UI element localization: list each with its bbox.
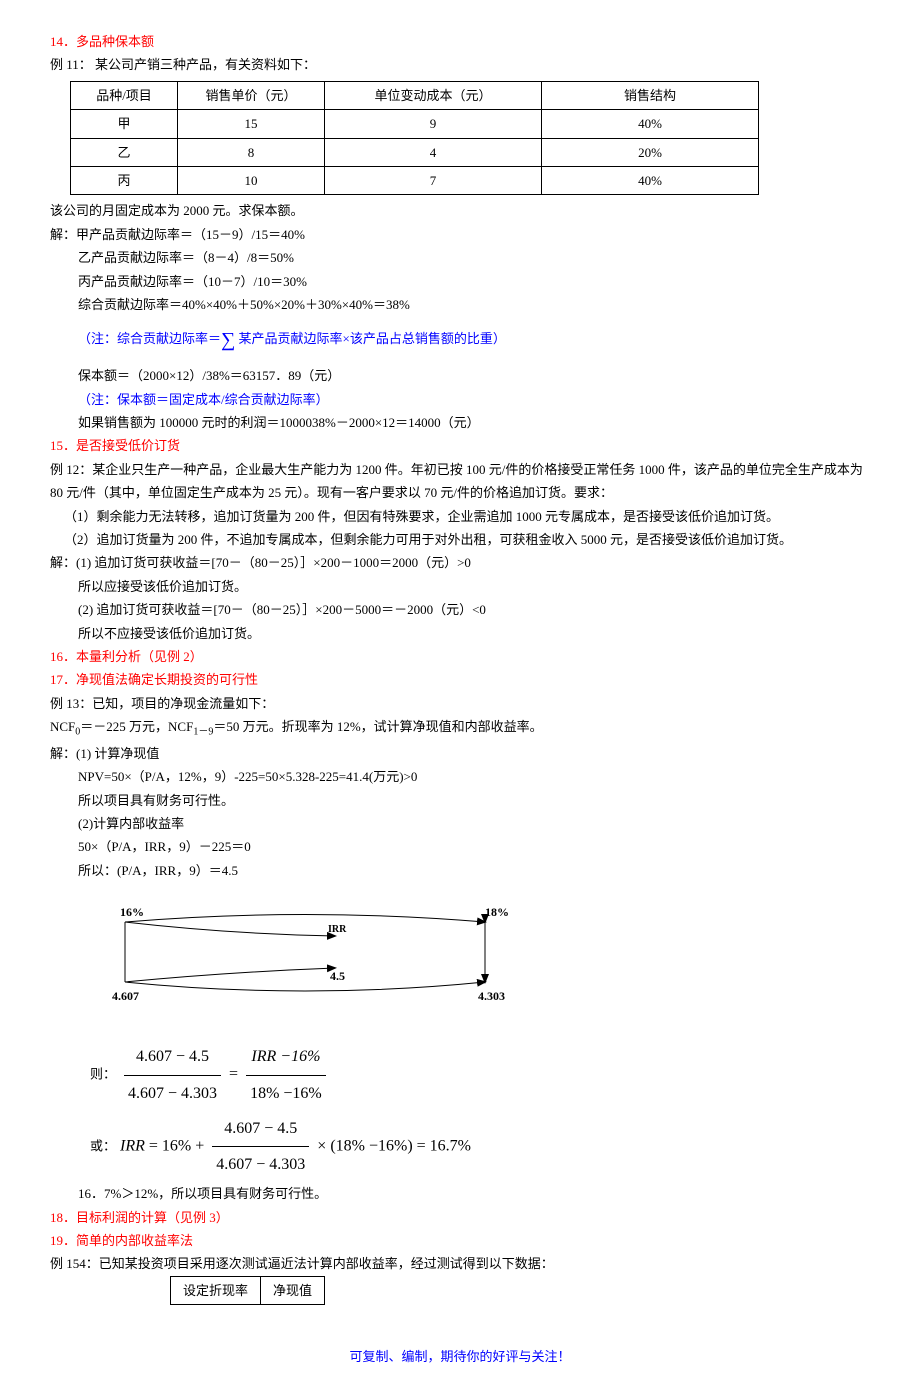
note-line: （注：保本额＝固定成本/综合贡献边际率） (50, 388, 870, 411)
text-line: 该公司的月固定成本为 2000 元。求保本额。 (50, 199, 870, 222)
text-line: 例 13：已知，项目的净现金流量如下： (50, 692, 870, 715)
product-table: 品种/项目 销售单价（元） 单位变动成本（元） 销售结构 甲 15 9 40% … (70, 81, 759, 196)
text-line: 所以不应接受该低价追加订货。 (50, 622, 870, 645)
denominator: 4.607 − 4.303 (124, 1076, 221, 1111)
cell: 10 (178, 166, 325, 194)
heading-18: 18．目标利润的计算（见例 3） (50, 1206, 870, 1229)
interpolation-diagram: 16% 18% IRR 4.607 4.5 4.303 (90, 902, 870, 1019)
paragraph: 例 154：已知某投资项目采用逐次测试逼近法计算内部收益率，经过测试得到以下数据… (50, 1252, 870, 1275)
col-header: 净现值 (261, 1276, 325, 1304)
cell: 40% (542, 166, 759, 194)
table-row: 设定折现率 净现值 (171, 1276, 325, 1304)
numerator: 4.607 − 4.5 (124, 1039, 221, 1075)
heading-16: 16．本量利分析（见例 2） (50, 645, 870, 668)
col-header: 销售单价（元） (178, 81, 325, 109)
page-footer: 可复制、编制，期待你的好评与关注！ (50, 1345, 870, 1368)
formula-prefix: 则： (90, 1067, 116, 1082)
diagram-label: IRR (328, 924, 347, 935)
cell: 丙 (71, 166, 178, 194)
text-line: 16．7%＞12%，所以项目具有财务可行性。 (50, 1182, 870, 1205)
numerator: 4.607 − 4.5 (212, 1111, 309, 1147)
table-header-row: 品种/项目 销售单价（元） 单位变动成本（元） 销售结构 (71, 81, 759, 109)
diagram-label: 18% (485, 905, 509, 919)
heading-15: 15．是否接受低价订货 (50, 434, 870, 457)
numerator: IRR −16% (246, 1039, 326, 1075)
heading-19: 19．简单的内部收益率法 (50, 1229, 870, 1252)
formula-1: 则： 4.607 − 4.5 4.607 − 4.303 = IRR −16% … (90, 1039, 870, 1110)
cell: 乙 (71, 138, 178, 166)
cell: 8 (178, 138, 325, 166)
cell: 甲 (71, 110, 178, 138)
diagram-label: 4.303 (478, 989, 505, 1003)
note-text: 某产品贡献边际率×该产品占总销售额的比重） (235, 331, 506, 346)
col-header: 销售结构 (542, 81, 759, 109)
note-line: （注：综合贡献边际率＝∑ 某产品贡献边际率×该产品占总销售额的比重） (50, 322, 870, 358)
paragraph: 例 12：某企业只生产一种产品，企业最大生产能力为 1200 件。年初已按 10… (50, 458, 870, 505)
text-line: NPV=50×（P/A，12%，9）-225=50×5.328-225=41.4… (50, 765, 870, 788)
text-line: NCF0＝－225 万元，NCF1－9＝50 万元。折现率为 12%，试计算净现… (50, 715, 870, 742)
table-row: 丙 10 7 40% (71, 166, 759, 194)
paragraph: （2）追加订货量为 200 件，不追加专属成本，但剩余能力可用于对外出租，可获租… (50, 528, 870, 551)
cell: 40% (542, 110, 759, 138)
fraction: IRR −16% 18% −16% (246, 1039, 326, 1110)
example11-intro: 例 11： 某公司产销三种产品，有关资料如下： (50, 53, 870, 76)
heading-14: 14．多品种保本额 (50, 30, 870, 53)
subscript: 1－9 (193, 727, 213, 738)
col-header: 单位变动成本（元） (325, 81, 542, 109)
text-line: 保本额＝（2000×12）/38%＝63157．89（元） (50, 364, 870, 387)
denominator: 18% −16% (246, 1076, 326, 1111)
ncf-text: ＝50 万元。折现率为 12%，试计算净现值和内部收益率。 (213, 719, 542, 734)
formula-text: = 16% + (145, 1137, 208, 1154)
cell: 4 (325, 138, 542, 166)
text-line: 解：(1) 计算净现值 (50, 742, 870, 765)
equals: = (229, 1066, 242, 1083)
ncf-text: ＝－225 万元，NCF (80, 719, 193, 734)
cell: 7 (325, 166, 542, 194)
heading-17: 17．净现值法确定长期投资的可行性 (50, 668, 870, 691)
text-line: 如果销售额为 100000 元时的利润＝1000038%－2000×12＝140… (50, 411, 870, 434)
text-line: (2)计算内部收益率 (50, 812, 870, 835)
text-line: 所以应接受该低价追加订货。 (50, 575, 870, 598)
diagram-label: 4.607 (112, 989, 139, 1003)
col-header: 设定折现率 (171, 1276, 261, 1304)
text-line: 解：(1) 追加订货可获收益＝[70－（80－25）］×200－1000＝200… (50, 551, 870, 574)
formula-text: × (18% −16%) = 16.7% (313, 1137, 471, 1154)
sigma-icon: ∑ (221, 329, 235, 351)
cell: 15 (178, 110, 325, 138)
ncf-label: NCF (50, 719, 75, 734)
diagram-svg: 16% 18% IRR 4.607 4.5 4.303 (90, 902, 530, 1012)
note-text: （注：综合贡献边际率＝ (78, 331, 221, 346)
text-line: 综合贡献边际率＝40%×40%＋50%×20%＋30%×40%＝38% (50, 293, 870, 316)
cell: 9 (325, 110, 542, 138)
table-row: 乙 8 4 20% (71, 138, 759, 166)
diagram-label: 4.5 (330, 969, 345, 983)
text-line: 所以项目具有财务可行性。 (50, 789, 870, 812)
formula-prefix: 或： (90, 1138, 116, 1153)
text-line: 丙产品贡献边际率＝（10－7）/10＝30% (50, 270, 870, 293)
col-header: 品种/项目 (71, 81, 178, 109)
discount-table: 设定折现率 净现值 (170, 1276, 325, 1305)
text-line: 解：甲产品贡献边际率＝（15－9）/15＝40% (50, 223, 870, 246)
table-row: 甲 15 9 40% (71, 110, 759, 138)
fraction: 4.607 − 4.5 4.607 − 4.303 (124, 1039, 221, 1110)
text-line: (2) 追加订货可获收益＝[70－（80－25）］×200－5000＝－2000… (50, 598, 870, 621)
fraction: 4.607 − 4.5 4.607 − 4.303 (212, 1111, 309, 1182)
cell: 20% (542, 138, 759, 166)
text-line: 乙产品贡献边际率＝（8－4）/8＝50% (50, 246, 870, 269)
denominator: 4.607 − 4.303 (212, 1147, 309, 1182)
formula-2: 或： IRR = 16% + 4.607 − 4.5 4.607 − 4.303… (90, 1111, 870, 1182)
diagram-label: 16% (120, 905, 144, 919)
irr-var: IRR (120, 1137, 145, 1154)
text-line: 50×（P/A，IRR，9）－225＝0 (50, 835, 870, 858)
text-line: 所以：(P/A，IRR，9）＝4.5 (50, 859, 870, 882)
paragraph: （1）剩余能力无法转移，追加订货量为 200 件，但因有特殊要求，企业需追加 1… (50, 505, 870, 528)
